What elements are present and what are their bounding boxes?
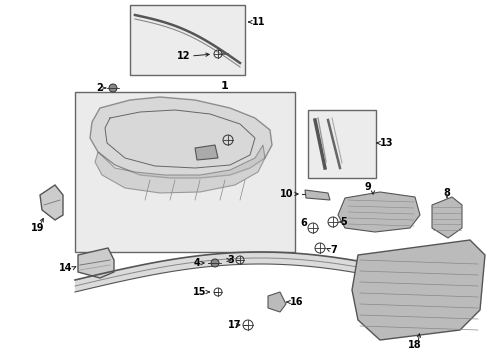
Text: 15: 15 xyxy=(193,287,206,297)
Text: 19: 19 xyxy=(31,223,45,233)
Text: 11: 11 xyxy=(252,17,266,27)
Text: 18: 18 xyxy=(408,340,422,350)
Polygon shape xyxy=(40,185,63,220)
Text: 3: 3 xyxy=(227,255,234,265)
Text: 13: 13 xyxy=(380,138,393,148)
Text: 8: 8 xyxy=(443,188,450,198)
Polygon shape xyxy=(338,192,420,232)
Text: 14: 14 xyxy=(58,263,72,273)
Bar xyxy=(308,110,376,178)
Polygon shape xyxy=(78,248,114,278)
Circle shape xyxy=(109,84,117,92)
Bar xyxy=(130,5,245,75)
Text: 5: 5 xyxy=(340,217,347,227)
Text: 2: 2 xyxy=(96,83,103,93)
Polygon shape xyxy=(90,97,272,178)
Polygon shape xyxy=(95,145,265,193)
Text: 12: 12 xyxy=(176,51,190,61)
Text: 9: 9 xyxy=(365,182,371,192)
Circle shape xyxy=(211,259,219,267)
Text: 6: 6 xyxy=(300,218,307,228)
Polygon shape xyxy=(352,240,485,340)
Bar xyxy=(75,92,295,252)
Polygon shape xyxy=(75,252,390,292)
Polygon shape xyxy=(195,145,218,160)
Polygon shape xyxy=(305,190,330,200)
Text: 17: 17 xyxy=(227,320,241,330)
Text: 16: 16 xyxy=(290,297,303,307)
Text: 4: 4 xyxy=(193,258,200,268)
Text: 10: 10 xyxy=(279,189,293,199)
Polygon shape xyxy=(432,197,462,238)
Text: 7: 7 xyxy=(330,245,337,255)
Text: 1: 1 xyxy=(221,81,229,91)
Polygon shape xyxy=(268,292,286,312)
